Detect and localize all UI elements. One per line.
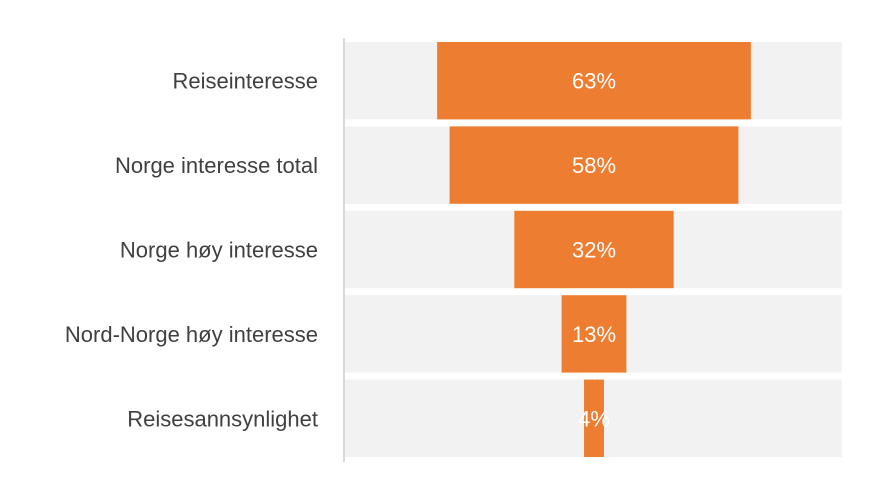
funnel-bar: [449, 126, 739, 204]
value-label: 13%: [572, 322, 616, 347]
category-label: Reisesannsynlighet: [127, 406, 318, 431]
value-label: 58%: [572, 153, 616, 178]
category-label: Norge høy interesse: [120, 238, 318, 263]
funnel-bar: [561, 295, 627, 373]
category-label: Nord-Norge høy interesse: [65, 322, 318, 347]
funnel-bar: [514, 210, 674, 289]
value-labels: 63% 58% 32% 13% 4%: [572, 69, 616, 432]
funnel-bars: [437, 42, 751, 457]
value-label: 32%: [572, 238, 616, 263]
value-label: 63%: [572, 69, 616, 94]
category-label: Reiseinteresse: [172, 69, 318, 94]
category-label: Norge interesse total: [115, 153, 318, 178]
category-labels: Reiseinteresse Norge interesse total Norge…: [65, 69, 318, 432]
value-label: 4%: [578, 406, 610, 431]
funnel-bar: [437, 42, 751, 120]
funnel-bar: [584, 379, 604, 457]
